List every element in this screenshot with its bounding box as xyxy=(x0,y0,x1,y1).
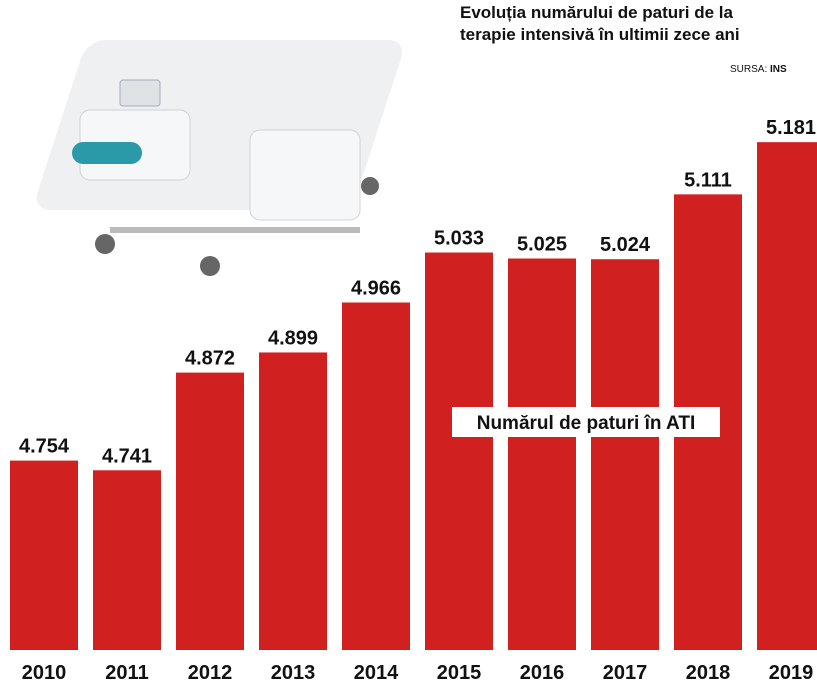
value-label: 5.181 xyxy=(766,117,816,139)
x-tick-label: 2014 xyxy=(354,662,399,684)
value-label: 5.033 xyxy=(434,228,484,250)
value-label: 4.754 xyxy=(19,436,70,458)
x-tick-label: 2011 xyxy=(105,662,148,684)
value-label: 4.899 xyxy=(268,327,318,349)
x-tick-label: 2010 xyxy=(22,662,67,684)
bar xyxy=(10,461,78,650)
bar xyxy=(259,352,327,650)
value-label: 5.111 xyxy=(684,169,732,191)
x-tick-label: 2018 xyxy=(686,662,731,684)
value-label: 4.872 xyxy=(185,348,235,370)
annotation: Numărul de paturi în ATI xyxy=(477,413,696,434)
value-label: 4.966 xyxy=(351,277,401,299)
x-tick-label: 2016 xyxy=(520,662,565,684)
bar xyxy=(757,142,817,650)
chart-title: Evoluția numărului de paturi de la xyxy=(460,3,734,22)
bar xyxy=(176,373,244,650)
bed-illustration xyxy=(32,40,407,276)
bar xyxy=(591,259,659,650)
source: SURSA: INS xyxy=(730,64,787,75)
source-name: INS xyxy=(770,64,787,75)
bar xyxy=(93,470,161,650)
x-tick-label: 2012 xyxy=(188,662,233,684)
x-tick-label: 2015 xyxy=(437,662,482,684)
value-label: 5.024 xyxy=(600,234,651,256)
bar xyxy=(342,302,410,650)
chart-title: terapie intensivă în ultimii zece ani xyxy=(460,25,740,44)
source-label: SURSA: xyxy=(730,64,767,75)
bar xyxy=(508,259,576,651)
value-label: 4.741 xyxy=(102,445,152,467)
bar xyxy=(425,253,493,650)
chart: Evoluția numărului de paturi de la terap… xyxy=(0,0,817,686)
value-label: 5.025 xyxy=(517,234,567,256)
x-tick-label: 2013 xyxy=(271,662,316,684)
x-tick-label: 2017 xyxy=(603,662,648,684)
x-tick-label: 2019 xyxy=(769,662,814,684)
